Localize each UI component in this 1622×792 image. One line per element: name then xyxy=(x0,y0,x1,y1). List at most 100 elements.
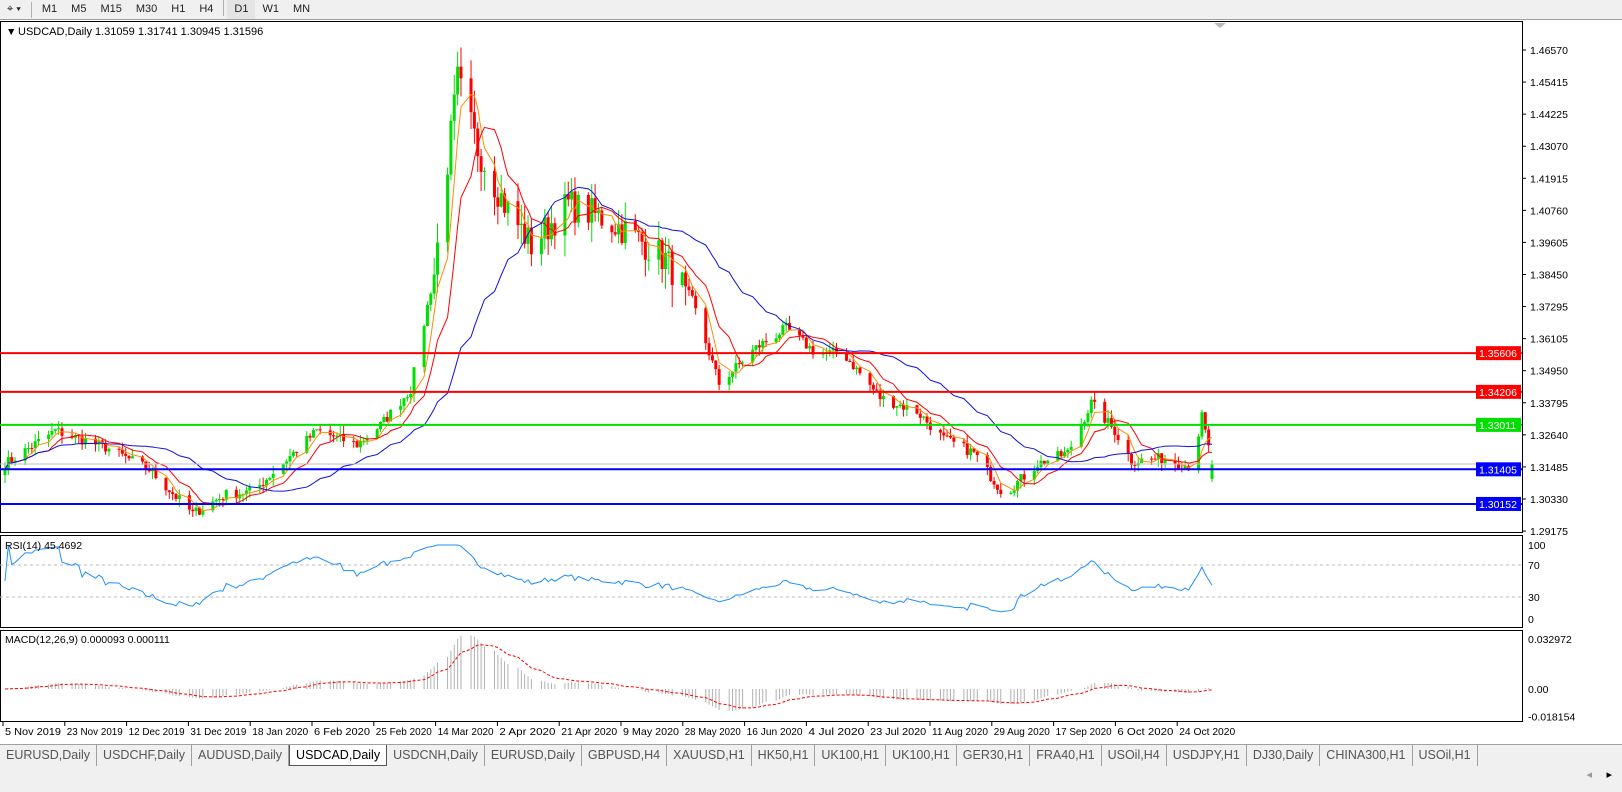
chart-tab[interactable]: USDJPY,H1 xyxy=(1167,745,1247,766)
date-label: 2 Apr 2020 xyxy=(499,726,555,738)
candle-body xyxy=(942,432,946,436)
price-tick-label: 1.34950 xyxy=(1530,366,1568,378)
timeframe-m30[interactable]: M30 xyxy=(135,3,158,15)
candle-body xyxy=(851,361,855,370)
crosshair-menu-icon[interactable]: ⌖ ▾ xyxy=(7,3,21,15)
date-label: 31 Dec 2019 xyxy=(190,726,246,738)
candle-body xyxy=(315,429,319,431)
candle-body xyxy=(26,448,30,450)
candle-body xyxy=(496,197,500,207)
candle-body xyxy=(1130,453,1134,465)
rsi-line xyxy=(4,544,1213,613)
chart-tab[interactable]: EURUSD,Daily xyxy=(485,745,582,766)
candle-body xyxy=(687,286,691,291)
candle-body xyxy=(1016,481,1020,491)
candle-body xyxy=(482,170,486,172)
candle-body xyxy=(248,487,252,491)
timeframe-w1[interactable]: W1 xyxy=(262,3,279,15)
price-tick-label: 1.30330 xyxy=(1530,494,1568,506)
candle-body xyxy=(1106,418,1110,423)
candle-body xyxy=(399,405,403,410)
date-label: 16 Jun 2020 xyxy=(747,726,803,738)
candle-body xyxy=(1046,460,1050,465)
chart-tab[interactable]: USOil,H1 xyxy=(1413,745,1478,766)
candle-body xyxy=(670,251,674,286)
candle-body xyxy=(83,438,87,445)
date-label: 4 Jul 2020 xyxy=(808,726,864,738)
candle-body xyxy=(70,435,74,438)
chart-window[interactable]: ▼ USDCAD,Daily 1.31059 1.31741 1.30945 1.… xyxy=(0,21,1622,744)
candle-body xyxy=(529,227,533,255)
level-price-tag xyxy=(1476,384,1521,399)
candle-body xyxy=(352,441,356,443)
rsi-tick-label: 30 xyxy=(1528,592,1540,604)
candle-body xyxy=(355,441,359,448)
chart-tab[interactable]: HK50,H1 xyxy=(752,745,816,766)
status-area: ◂ ▸ xyxy=(0,766,1622,792)
chart-tab[interactable]: GER30,H1 xyxy=(957,745,1031,766)
scroll-left-icon[interactable]: ◂ xyxy=(1586,769,1592,781)
timeframe-h1[interactable]: H1 xyxy=(171,3,186,15)
candle-body xyxy=(523,223,527,244)
candle-body xyxy=(680,272,684,286)
candle-body xyxy=(37,438,41,442)
timeframe-m1[interactable]: M1 xyxy=(41,3,58,15)
timeframe-h4[interactable]: H4 xyxy=(199,3,214,15)
candle-body xyxy=(965,443,969,456)
candle-body xyxy=(1113,426,1117,435)
timeframe-mn[interactable]: MN xyxy=(292,3,311,15)
candle-body xyxy=(881,396,885,400)
macd-tick-label: 0.00 xyxy=(1528,684,1549,696)
chart-tab[interactable]: USDCHF,Daily xyxy=(97,745,192,766)
chart-tab[interactable]: FRA40,H1 xyxy=(1030,745,1102,766)
candle-body xyxy=(211,501,215,511)
candle-body xyxy=(999,489,1003,495)
date-label: 9 May 2020 xyxy=(623,726,679,738)
candle-body xyxy=(144,461,148,470)
candle-body xyxy=(197,507,201,515)
candle-body xyxy=(57,428,61,430)
date-label: 14 Mar 2020 xyxy=(438,726,494,738)
candle-body xyxy=(124,453,128,456)
chart-tab[interactable]: GBPUSD,H4 xyxy=(582,745,668,766)
candle-body xyxy=(858,367,862,374)
chart-tab[interactable]: UK100,H1 xyxy=(886,745,957,766)
chart-tab[interactable]: EURUSD,Daily xyxy=(0,745,98,766)
level-price-tag xyxy=(1476,417,1521,432)
candle-body xyxy=(948,435,952,438)
candle-body xyxy=(117,448,121,450)
candle-body xyxy=(811,346,815,355)
timeframe-m15[interactable]: M15 xyxy=(100,3,122,15)
macd-tick-label: 0.032972 xyxy=(1528,634,1572,646)
candle-body xyxy=(613,232,617,235)
candle-body xyxy=(774,338,778,343)
candle-body xyxy=(586,194,590,223)
timeframe-d1[interactable]: D1 xyxy=(227,0,256,19)
candle-body xyxy=(311,429,315,438)
timeframe-m5[interactable]: M5 xyxy=(71,3,87,15)
price-tick-label: 1.46570 xyxy=(1530,45,1568,57)
chart-tab[interactable]: CHINA300,H1 xyxy=(1320,745,1413,766)
chart-tab[interactable]: USDCAD,Daily xyxy=(289,745,388,766)
candle-body xyxy=(593,198,597,213)
candle-body xyxy=(902,404,906,410)
chart-tab[interactable]: USDCNH,Daily xyxy=(387,745,485,766)
chart-tab[interactable]: AUDUSD,Daily xyxy=(192,745,290,766)
candle-body xyxy=(1009,492,1013,495)
candle-body xyxy=(1126,440,1130,454)
chart-tab[interactable]: USOil,H4 xyxy=(1102,745,1167,766)
candle-body xyxy=(526,227,530,244)
candle-body xyxy=(265,479,269,486)
candle-body xyxy=(362,440,366,442)
scroll-right-icon[interactable]: ▸ xyxy=(1606,769,1612,781)
candle-body xyxy=(1079,425,1083,447)
candle-body xyxy=(436,242,440,275)
price-tick-label: 1.39605 xyxy=(1530,237,1568,249)
candle-body xyxy=(516,201,520,226)
chart-tab[interactable]: DJ30,Daily xyxy=(1247,745,1321,766)
candle-body xyxy=(543,217,547,239)
chart-tab[interactable]: XAUUSD,H1 xyxy=(667,745,752,766)
chart-tab[interactable]: UK100,H1 xyxy=(815,745,887,766)
level-price-label: 1.31405 xyxy=(1479,464,1517,476)
candle-body xyxy=(402,398,406,406)
